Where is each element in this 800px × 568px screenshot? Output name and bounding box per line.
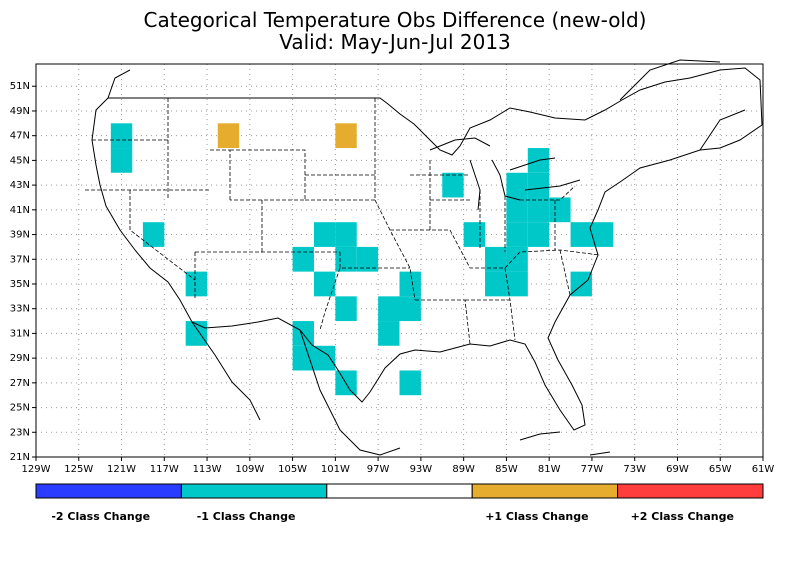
us-outline	[91, 67, 763, 431]
cell-minus1	[185, 271, 208, 297]
cell-minus1	[442, 172, 464, 198]
lat-tick-label: 27N	[10, 378, 30, 389]
lat-tick-label: 25N	[10, 403, 30, 414]
lat-tick-label: 35N	[10, 279, 30, 290]
lon-tick-label: 77W	[581, 464, 604, 475]
lon-tick-label: 69W	[666, 464, 689, 475]
lat-tick-label: 31N	[10, 328, 30, 339]
cell-minus1	[463, 222, 486, 247]
plot-frame	[35, 63, 764, 458]
lon-tick-label: 101W	[321, 464, 350, 475]
lon-tick-label: 113W	[193, 464, 222, 475]
color-legend: -2 Class Change -1 Class Change +1 Class C…	[35, 483, 764, 523]
lat-tick-label: 43N	[10, 180, 30, 191]
cell-plus1	[335, 123, 357, 149]
mexico-coast	[191, 321, 401, 456]
cell-minus1	[142, 222, 165, 247]
cell-minus1	[292, 246, 314, 272]
canada-coast	[107, 59, 746, 151]
map-borders	[85, 59, 763, 456]
cell-minus1	[527, 197, 550, 223]
cell-minus1	[506, 246, 528, 272]
lon-tick-label: 89W	[452, 464, 475, 475]
lat-tick-label: 23N	[10, 427, 30, 438]
legend-swatch	[326, 483, 473, 499]
legend-label: -2 Class Change	[51, 510, 150, 523]
state-lines	[85, 98, 601, 345]
legend-swatch	[617, 483, 764, 499]
lat-tick-label: 21N	[10, 452, 30, 463]
lon-tick-label: 65W	[709, 464, 732, 475]
difference-cells	[110, 123, 614, 396]
cell-minus1	[485, 246, 507, 272]
lat-tick-label: 45N	[10, 155, 30, 166]
cell-minus1	[185, 321, 208, 346]
map-frame	[35, 63, 764, 458]
cell-minus1	[591, 222, 614, 247]
cell-minus1	[378, 321, 400, 346]
graticule	[36, 64, 763, 457]
lon-tick-label: 61W	[752, 464, 775, 475]
cell-minus1	[399, 370, 421, 396]
cell-minus1	[506, 271, 528, 297]
lon-tick-label: 97W	[367, 464, 390, 475]
lon-tick-label: 81W	[538, 464, 561, 475]
cell-minus1	[506, 222, 528, 247]
cell-minus1	[110, 123, 133, 149]
legend-swatch	[35, 483, 182, 499]
lon-tick-label: 85W	[495, 464, 518, 475]
lat-tick-label: 33N	[10, 304, 30, 315]
lat-tick-label: 39N	[10, 230, 30, 241]
cell-minus1	[485, 271, 507, 297]
lat-tick-label: 37N	[10, 254, 30, 265]
lon-tick-label: 117W	[150, 464, 179, 475]
legend-label: -1 Class Change	[197, 510, 296, 523]
lat-tick-label: 49N	[10, 106, 30, 117]
cell-minus1	[527, 222, 550, 247]
cell-minus1	[399, 271, 421, 297]
cell-minus1	[313, 222, 336, 247]
cell-minus1	[292, 345, 314, 371]
lon-tick-label: 125W	[64, 464, 93, 475]
lat-tick-label: 51N	[10, 81, 30, 92]
lon-tick-label: 109W	[235, 464, 264, 475]
cell-minus1	[506, 172, 528, 198]
cell-minus1	[378, 296, 400, 322]
cell-minus1	[506, 197, 528, 223]
cell-minus1	[356, 246, 379, 272]
lon-tick-label: 105W	[278, 464, 307, 475]
legend-label: +2 Class Change	[631, 510, 734, 523]
cell-plus1	[217, 123, 240, 149]
lat-tick-label: 29N	[10, 353, 30, 364]
cell-minus1	[570, 271, 592, 297]
cell-minus1	[527, 172, 550, 198]
cell-minus1	[549, 197, 571, 223]
cell-minus1	[110, 148, 133, 173]
cell-minus1	[313, 345, 336, 371]
map-title: Categorical Temperature Obs Difference (…	[144, 8, 647, 32]
cell-minus1	[313, 271, 336, 297]
map-subtitle: Valid: May-Jun-Jul 2013	[279, 30, 511, 54]
lon-tick-label: 121W	[107, 464, 136, 475]
lat-tick-label: 47N	[10, 131, 30, 142]
lon-tick-label: 129W	[22, 464, 51, 475]
lat-tick-label: 41N	[10, 205, 30, 216]
legend-label: +1 Class Change	[485, 510, 588, 523]
legend-swatch	[471, 483, 619, 499]
legend-swatch	[180, 483, 328, 499]
axis-ticks: 129W 125W 121W 117W 113W 109W 105W 101W 97W 93W 89…	[10, 81, 775, 475]
cell-minus1	[335, 296, 357, 322]
cell-minus1	[335, 222, 357, 247]
florida-keys	[519, 431, 611, 456]
lon-tick-label: 73W	[623, 464, 646, 475]
cell-minus1	[570, 222, 592, 247]
cell-minus1	[335, 246, 357, 272]
lon-tick-label: 93W	[410, 464, 433, 475]
cell-minus1	[399, 296, 421, 322]
